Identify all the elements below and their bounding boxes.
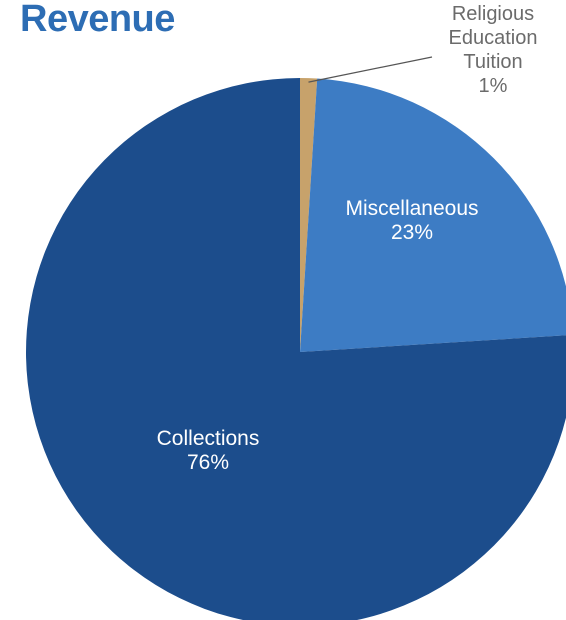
slice-value-collections: 76% xyxy=(187,451,229,474)
slice-value-religious-education-tuition: 1% xyxy=(479,75,508,97)
pie-slice-collections xyxy=(26,78,566,620)
pie-slices xyxy=(26,78,566,620)
slice-label-religious-education-tuition-line-2: Education xyxy=(449,27,538,49)
chart-title: Revenue xyxy=(20,0,175,40)
slice-label-religious-education-tuition-line-1: Religious xyxy=(452,3,534,25)
callout-leader-line xyxy=(308,56,433,83)
slice-value-miscellaneous: 23% xyxy=(391,221,433,244)
slice-label-religious-education-tuition-line-3: Tuition xyxy=(463,51,522,73)
pie-slice-miscellaneous xyxy=(300,78,566,352)
pie-slice-religious-education-tuition xyxy=(300,78,318,352)
slice-label-collections: Collections xyxy=(157,427,260,450)
slice-label-miscellaneous: Miscellaneous xyxy=(345,197,478,220)
